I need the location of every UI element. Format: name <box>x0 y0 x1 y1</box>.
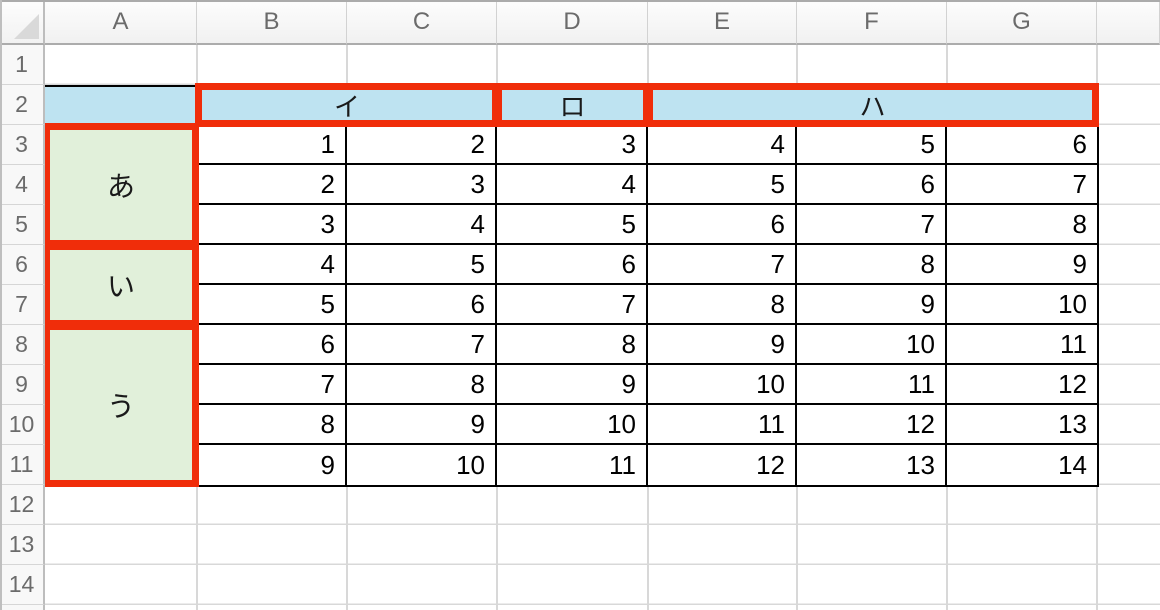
column-header-C[interactable]: C <box>347 0 497 45</box>
column-header-G[interactable]: G <box>947 0 1097 45</box>
row-header-1[interactable]: 1 <box>0 45 45 85</box>
cell-D7[interactable]: 7 <box>497 285 648 325</box>
row-header-10[interactable]: 10 <box>0 405 45 445</box>
row-header-7[interactable]: 7 <box>0 285 45 325</box>
cell-F8[interactable]: 10 <box>797 325 947 365</box>
data-table-B3-G11: 1 2 3 4 5 6 2 3 4 5 6 7 3 4 5 6 7 8 4 5 6 7 8 9 5 6 7 8 9 10 6 7 8 9 10 11 7… <box>195 123 1099 487</box>
cell-C8[interactable]: 7 <box>347 325 497 365</box>
cell-B6[interactable]: 4 <box>197 245 347 285</box>
sheet-left-edge <box>0 0 2 610</box>
cell-D3[interactable]: 3 <box>497 125 648 165</box>
merged-row-i[interactable]: い <box>43 243 199 327</box>
cell-C5[interactable]: 4 <box>347 205 497 245</box>
sheet-top-edge <box>0 0 1160 2</box>
cell-E4[interactable]: 5 <box>648 165 797 205</box>
cell-B8[interactable]: 6 <box>197 325 347 365</box>
select-all-corner[interactable] <box>0 0 45 45</box>
cell-A2[interactable] <box>45 85 197 125</box>
cell-C4[interactable]: 3 <box>347 165 497 205</box>
cell-F10[interactable]: 12 <box>797 405 947 445</box>
column-header-E[interactable]: E <box>648 0 797 45</box>
cell-D6[interactable]: 6 <box>497 245 648 285</box>
cell-B9[interactable]: 7 <box>197 365 347 405</box>
cell-D5[interactable]: 5 <box>497 205 648 245</box>
cell-D9[interactable]: 9 <box>497 365 648 405</box>
cell-E8[interactable]: 9 <box>648 325 797 365</box>
row-header-14[interactable]: 14 <box>0 565 45 605</box>
row-header-13[interactable]: 13 <box>0 525 45 565</box>
cell-C7[interactable]: 6 <box>347 285 497 325</box>
cell-G10[interactable]: 13 <box>947 405 1097 445</box>
cell-E11[interactable]: 12 <box>648 445 797 485</box>
cell-D10[interactable]: 10 <box>497 405 648 445</box>
cell-B3[interactable]: 1 <box>197 125 347 165</box>
column-header-A[interactable]: A <box>45 0 197 45</box>
cell-G7[interactable]: 10 <box>947 285 1097 325</box>
cell-F9[interactable]: 11 <box>797 365 947 405</box>
cell-E10[interactable]: 11 <box>648 405 797 445</box>
row-header-5[interactable]: 5 <box>0 205 45 245</box>
cell-D8[interactable]: 8 <box>497 325 648 365</box>
cell-B10[interactable]: 8 <box>197 405 347 445</box>
cell-F5[interactable]: 7 <box>797 205 947 245</box>
cell-B5[interactable]: 3 <box>197 205 347 245</box>
cell-E5[interactable]: 6 <box>648 205 797 245</box>
cell-F7[interactable]: 9 <box>797 285 947 325</box>
cell-D11[interactable]: 11 <box>497 445 648 485</box>
cell-E3[interactable]: 4 <box>648 125 797 165</box>
row-header-2[interactable]: 2 <box>0 85 45 125</box>
cell-F4[interactable]: 6 <box>797 165 947 205</box>
merged-header-i[interactable]: イ <box>195 83 499 127</box>
row-header-6[interactable]: 6 <box>0 245 45 285</box>
cell-B11[interactable]: 9 <box>197 445 347 485</box>
cell-C6[interactable]: 5 <box>347 245 497 285</box>
row-header-4[interactable]: 4 <box>0 165 45 205</box>
cell-G6[interactable]: 9 <box>947 245 1097 285</box>
column-header-partial[interactable] <box>1097 0 1160 45</box>
merged-header-ha[interactable]: ハ <box>646 83 1099 127</box>
row-header-9[interactable]: 9 <box>0 365 45 405</box>
cell-E6[interactable]: 7 <box>648 245 797 285</box>
column-header-F[interactable]: F <box>797 0 947 45</box>
cell-E7[interactable]: 8 <box>648 285 797 325</box>
row-header-3[interactable]: 3 <box>0 125 45 165</box>
row-header-partial[interactable] <box>0 605 45 610</box>
cell-D4[interactable]: 4 <box>497 165 648 205</box>
column-header-B[interactable]: B <box>197 0 347 45</box>
row-header-11[interactable]: 11 <box>0 445 45 485</box>
cell-G9[interactable]: 12 <box>947 365 1097 405</box>
cell-C10[interactable]: 9 <box>347 405 497 445</box>
row-header-8[interactable]: 8 <box>0 325 45 365</box>
cell-C9[interactable]: 8 <box>347 365 497 405</box>
merged-header-ro[interactable]: ロ <box>495 83 650 127</box>
select-all-triangle-icon <box>14 14 39 39</box>
cell-F6[interactable]: 8 <box>797 245 947 285</box>
cell-C3[interactable]: 2 <box>347 125 497 165</box>
cell-B4[interactable]: 2 <box>197 165 347 205</box>
cell-G8[interactable]: 11 <box>947 325 1097 365</box>
row-header-12[interactable]: 12 <box>0 485 45 525</box>
cell-F11[interactable]: 13 <box>797 445 947 485</box>
cell-G11[interactable]: 14 <box>947 445 1097 485</box>
merged-row-a[interactable]: あ <box>43 123 199 247</box>
cell-E9[interactable]: 10 <box>648 365 797 405</box>
cell-G3[interactable]: 6 <box>947 125 1097 165</box>
column-header-D[interactable]: D <box>497 0 648 45</box>
merged-row-u[interactable]: う <box>43 323 199 487</box>
cell-F3[interactable]: 5 <box>797 125 947 165</box>
cell-C11[interactable]: 10 <box>347 445 497 485</box>
cell-G4[interactable]: 7 <box>947 165 1097 205</box>
cell-B7[interactable]: 5 <box>197 285 347 325</box>
cell-G5[interactable]: 8 <box>947 205 1097 245</box>
